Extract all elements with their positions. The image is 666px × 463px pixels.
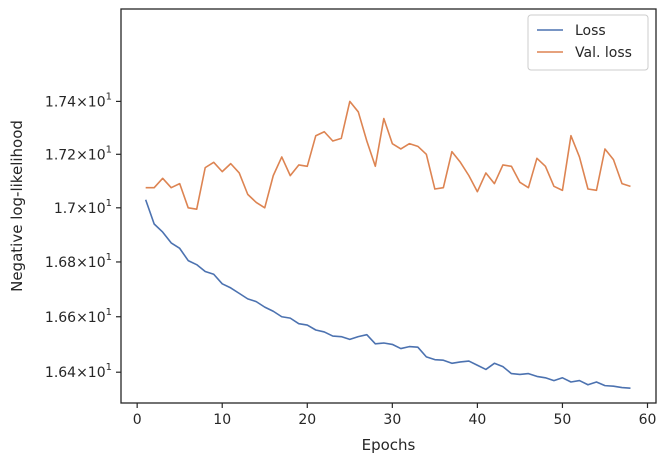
x-tick-label: 30 — [383, 412, 401, 428]
y-axis: 1.64×101 1.66×101 1.68×101 1.7×101 1.72×101 1… — [45, 91, 121, 381]
x-tick-label: 50 — [554, 412, 572, 428]
x-tick-label: 40 — [468, 412, 486, 428]
legend: Loss Val. loss — [527, 14, 649, 71]
x-tick-label: 20 — [298, 412, 316, 428]
series-lines — [144, 100, 631, 389]
y-tick-label: 1.66×101 — [45, 307, 112, 326]
x-tick-label: 60 — [639, 412, 657, 428]
y-tick-label: 1.68×101 — [45, 252, 112, 271]
y-tick-label: 1.72×101 — [45, 144, 112, 163]
series-line-loss — [144, 199, 631, 389]
series-line-val-loss — [145, 100, 631, 210]
y-axis-title: Negative log-likelihood — [8, 120, 26, 292]
plot-area-frame — [120, 8, 657, 404]
y-tick-label: 1.64×101 — [45, 362, 112, 381]
y-tick-label: 1.7×101 — [54, 198, 112, 217]
legend-label: Loss — [575, 23, 606, 39]
x-tick-label: 10 — [213, 412, 231, 428]
x-axis-title: Epochs — [362, 436, 416, 454]
x-tick-label: 0 — [133, 412, 142, 428]
x-axis: 0 10 20 30 40 50 60 — [133, 403, 657, 428]
y-tick-label: 1.74×101 — [45, 91, 112, 110]
legend-label: Val. loss — [575, 45, 632, 61]
legend-frame — [527, 14, 649, 71]
